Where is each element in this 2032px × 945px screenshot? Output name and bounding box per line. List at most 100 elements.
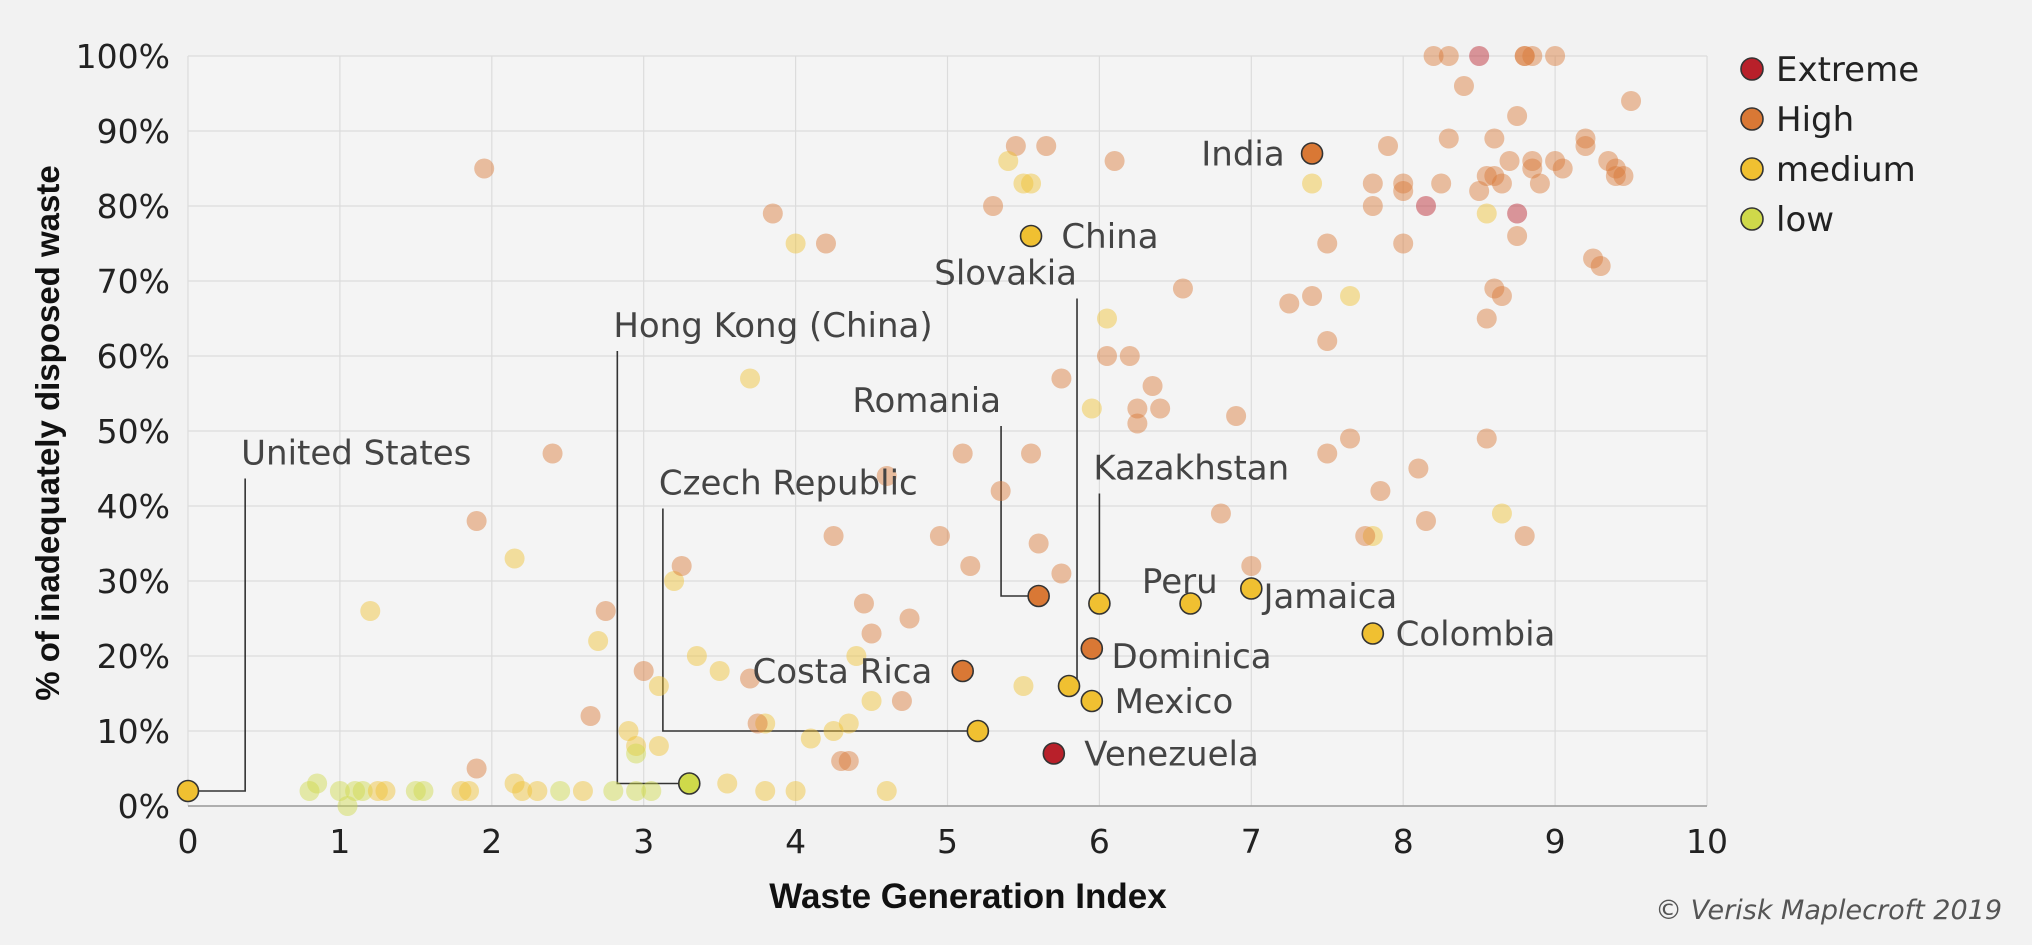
- data-point-high: [1355, 526, 1376, 546]
- data-point-medium: [846, 646, 867, 666]
- data-point-high: [466, 758, 487, 779]
- data-point-high: [1423, 46, 1444, 66]
- data-point-high: [960, 556, 981, 576]
- country-label: Costa Rica: [752, 652, 932, 692]
- data-point-high: [1036, 136, 1057, 156]
- data-point-low: [307, 773, 328, 794]
- data-point-high: [1476, 166, 1497, 186]
- data-point-high: [1575, 128, 1596, 149]
- leader-line: [662, 508, 988, 732]
- grid-lines: [187, 55, 1708, 807]
- data-point-medium: [1081, 398, 1102, 419]
- x-tick-label: 5: [937, 822, 958, 861]
- data-point-medium: [1021, 173, 1042, 194]
- data-point-high: [1317, 331, 1338, 351]
- data-point-medium: [1013, 676, 1034, 696]
- data-point-medium: [648, 676, 669, 696]
- data-point-high: [1522, 158, 1543, 179]
- data-point-medium: [618, 721, 639, 741]
- data-point-medium: [717, 773, 738, 794]
- data-point-high: [1499, 151, 1520, 171]
- data-point-high: [1545, 151, 1566, 171]
- data-point-high: [1491, 173, 1512, 194]
- data-point-medium: [1096, 308, 1117, 329]
- data-point-high: [1605, 166, 1626, 186]
- data-point-medium: [861, 691, 882, 711]
- data-point-medium: [1491, 503, 1512, 524]
- data-point-low: [345, 781, 366, 801]
- country-label: India: [1201, 135, 1284, 175]
- data-point-high: [891, 691, 912, 711]
- x-tick-label: 9: [1545, 822, 1566, 861]
- data-point-low: [603, 781, 624, 801]
- data-point-high: [1621, 91, 1642, 111]
- legend-marker-extreme: [1740, 57, 1764, 81]
- data-point-medium: [375, 781, 396, 801]
- data-point-medium: [1340, 286, 1361, 306]
- data-point-low: [337, 796, 358, 816]
- data-point-medium: [360, 601, 381, 621]
- data-point-medium: [626, 736, 647, 756]
- legend-marker-medium: [1740, 157, 1764, 181]
- data-point-high: [876, 466, 897, 486]
- data-point-medium: [367, 781, 388, 801]
- country-label: Colombia: [1396, 615, 1556, 655]
- highlighted-point-medium: [1179, 592, 1202, 615]
- data-point-medium: [785, 233, 806, 254]
- data-point-low: [550, 781, 571, 801]
- y-tick-label: 100%: [76, 37, 170, 76]
- country-label: Slovakia: [934, 254, 1077, 294]
- data-point-high: [1241, 556, 1262, 576]
- data-point-high: [1552, 158, 1573, 179]
- y-tick-label: 60%: [97, 337, 170, 376]
- data-point-high: [580, 706, 601, 726]
- data-point-high: [1051, 563, 1072, 584]
- data-point-high: [1545, 46, 1566, 66]
- data-point-high: [1119, 346, 1140, 366]
- x-tick-label: 7: [1241, 822, 1262, 861]
- data-point-medium: [459, 781, 480, 801]
- legend-marker-low: [1740, 207, 1764, 231]
- data-point-high: [633, 661, 654, 681]
- data-point-medium: [1302, 173, 1323, 194]
- data-point-medium: [572, 781, 593, 801]
- data-point-extreme: [1415, 196, 1436, 216]
- data-point-extreme: [1507, 203, 1528, 224]
- data-point-high: [929, 526, 950, 546]
- data-point-high: [595, 601, 616, 621]
- highlighted-point-high: [1080, 637, 1104, 660]
- highlighted-point-low: [677, 772, 701, 795]
- legend-marker-high: [1740, 107, 1764, 131]
- data-point-high: [1415, 511, 1436, 531]
- credit-text: © Verisk Maplecroft 2019: [1655, 895, 2002, 926]
- legend-label-medium: medium: [1776, 150, 1916, 190]
- data-point-high: [1028, 533, 1049, 554]
- highlighted-point-extreme: [1042, 742, 1066, 765]
- data-point-low: [413, 781, 434, 801]
- highlighted-point-high: [951, 659, 974, 683]
- country-labels: United States Hong Kong (China) Czech Repu…: [241, 135, 1555, 775]
- data-point-medium: [755, 713, 776, 734]
- data-point-low: [641, 781, 662, 801]
- data-point-high: [1408, 458, 1429, 479]
- data-point-high: [990, 481, 1011, 501]
- data-point-high: [1507, 226, 1528, 246]
- data-point-medium: [1013, 173, 1034, 194]
- data-points: [299, 46, 1642, 816]
- data-point-medium: [876, 781, 897, 801]
- x-tick-label: 10: [1686, 822, 1728, 861]
- x-tick-label: 0: [178, 822, 199, 861]
- y-tick-label: 70%: [97, 262, 170, 301]
- data-point-high: [1507, 106, 1528, 126]
- data-point-low: [626, 743, 647, 764]
- data-point-high: [747, 713, 768, 734]
- data-point-high: [1150, 398, 1171, 419]
- data-point-high: [815, 233, 836, 254]
- data-point-low: [329, 781, 350, 801]
- data-point-high: [1127, 413, 1148, 434]
- leader-line: [1000, 426, 1029, 597]
- data-point-high: [1484, 278, 1505, 299]
- data-point-low: [626, 781, 647, 801]
- country-label: Dominica: [1112, 637, 1272, 677]
- country-label: Hong Kong (China): [613, 306, 932, 346]
